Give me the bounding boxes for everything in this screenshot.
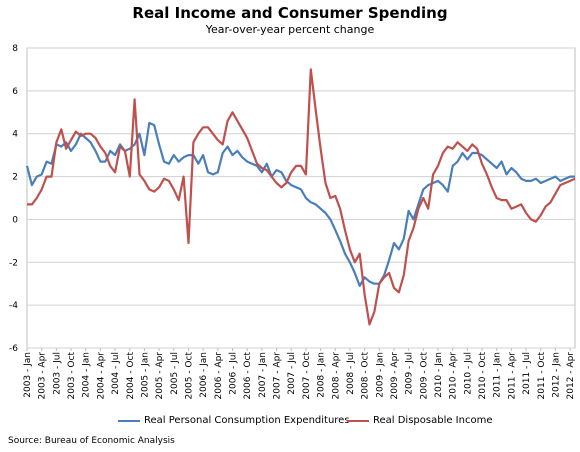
x-tick-label: 2009 - Oct — [419, 352, 429, 400]
x-tick-label: 2006 - Apr — [214, 352, 224, 400]
chart-title: Real Income and Consumer Spending — [132, 4, 448, 22]
x-tick-label: 2009 - Jan — [375, 352, 385, 398]
source-note: Source: Bureau of Economic Analysis — [8, 436, 175, 446]
x-tick-label: 2011 - Oct — [537, 352, 547, 400]
x-tick-label: 2007 - Apr — [273, 352, 283, 400]
x-tick-label: 2007 - Oct — [302, 352, 312, 400]
x-tick-label: 2006 - Jan — [199, 352, 209, 398]
x-tick-label: 2006 - Jul — [229, 352, 239, 395]
x-tick-label: 2005 - Oct — [184, 352, 194, 400]
y-tick-label: 4 — [12, 130, 18, 140]
x-tick-label: 2008 - Jan — [317, 352, 327, 398]
x-tick-label: 2010 - Oct — [478, 352, 488, 400]
x-tick-label: 2012 - Jan — [551, 352, 561, 398]
y-tick-label: -6 — [9, 344, 18, 354]
y-tick-label: 0 — [12, 215, 18, 225]
legend-item-consumption: Real Personal Consumption Expenditures — [118, 415, 350, 426]
legend-swatch-income — [347, 419, 369, 422]
legend-item-income: Real Disposable Income — [347, 415, 492, 426]
legend-swatch-consumption — [118, 419, 140, 422]
series-line-consumption — [25, 121, 575, 287]
x-tick-label: 2010 - Jul — [463, 352, 473, 395]
x-tick-label: 2003 - Oct — [67, 352, 77, 400]
x-tick-label: 2007 - Jan — [258, 352, 268, 398]
x-tick-label: 2008 - Apr — [331, 352, 341, 400]
plot-area — [26, 47, 576, 349]
x-tick-label: 2009 - Apr — [390, 352, 400, 400]
x-tick-label: 2005 - Apr — [155, 352, 165, 400]
legend-label-income: Real Disposable Income — [373, 415, 493, 426]
x-tick-label: 2004 - Jul — [111, 352, 121, 395]
chart-subtitle: Year-over-year percent change — [205, 23, 375, 36]
x-tick-label: 2004 - Apr — [96, 352, 106, 400]
legend-label-consumption: Real Personal Consumption Expenditures — [144, 415, 350, 426]
x-tick-label: 2010 - Jan — [434, 352, 444, 398]
x-tick-label: 2006 - Oct — [243, 352, 253, 400]
x-tick-label: 2008 - Oct — [361, 352, 371, 400]
x-tick-label: 2005 - Jan — [140, 352, 150, 398]
series-line-income — [27, 68, 576, 326]
x-tick-label: 2009 - Jul — [405, 352, 415, 395]
legend: Real Personal Consumption Expenditures R… — [0, 415, 580, 431]
y-tick-label: -4 — [9, 301, 18, 311]
x-tick-label: 2011 - Jan — [493, 352, 503, 398]
x-tick-label: 2008 - Jul — [346, 352, 356, 395]
x-tick-label: 2011 - Jul — [522, 352, 532, 395]
x-tick-label: 2004 - Jan — [82, 352, 92, 398]
x-tick-label: 2003 - Apr — [38, 352, 48, 400]
x-tick-label: 2007 - Jul — [287, 352, 297, 395]
x-tick-label: 2003 - Jan — [23, 352, 33, 398]
x-tick-label: 2012 - Apr — [566, 352, 576, 400]
x-tick-label: 2004 - Oct — [126, 352, 136, 400]
x-tick-label: 2005 - Jul — [170, 352, 180, 395]
y-tick-label: -2 — [9, 258, 18, 268]
y-tick-label: 6 — [12, 87, 18, 97]
x-tick-label: 2003 - Jul — [52, 352, 62, 395]
y-tick-label: 8 — [12, 44, 18, 54]
x-tick-label: 2011 - Apr — [507, 352, 517, 400]
x-tick-label: 2010 - Apr — [449, 352, 459, 400]
y-tick-label: 2 — [12, 173, 18, 183]
